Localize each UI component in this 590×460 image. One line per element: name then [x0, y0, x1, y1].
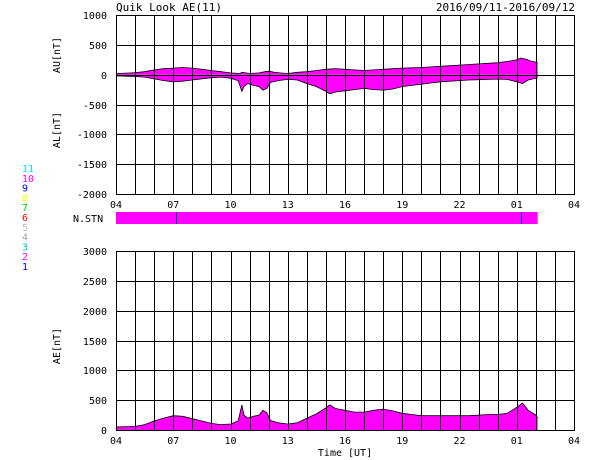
y-tick-label: -1500: [77, 160, 107, 171]
x-tick-label: 04: [568, 200, 580, 211]
station-count-bar: [116, 212, 538, 224]
au-series-line: [115, 57, 538, 74]
x-tick-label: 16: [339, 436, 351, 447]
ae-y-ticks: 3000 2500 2000 1500 1000 500 0: [83, 247, 107, 437]
x-tick-label: 10: [224, 436, 236, 447]
au-al-y-ticks: 1000 500 0 -500 -1000 -1500 -2000: [77, 11, 107, 201]
x-tick-label: 07: [167, 436, 179, 447]
station-legend-item: 7: [22, 203, 28, 214]
x-tick-label: 04: [110, 200, 122, 211]
y-tick-label: 500: [89, 41, 107, 52]
y-tick-label: 0: [101, 71, 107, 82]
station-legend-item: 10: [22, 174, 34, 185]
al-axis-label: AL[nT]: [52, 112, 63, 148]
time-axis-label: Time [UT]: [318, 448, 372, 459]
station-count-label: N.STN: [73, 214, 103, 225]
date-range: 2016/09/11-2016/09/12: [436, 1, 575, 14]
y-tick-label: 0: [101, 426, 107, 437]
ae-grid: [116, 251, 574, 430]
station-legend-item: 1: [22, 262, 28, 273]
au-al-grid: [116, 15, 574, 194]
ae-axis-label: AE[nT]: [52, 328, 63, 364]
ae-frame: [116, 251, 575, 431]
y-tick-label: 500: [89, 396, 107, 407]
au-al-x-ticks: 04 07 10 13 16 19 22 01 04: [110, 200, 580, 211]
y-tick-label: 3000: [83, 247, 107, 258]
au-axis-label: AU[nT]: [52, 37, 63, 73]
x-tick-label: 04: [568, 436, 580, 447]
y-tick-label: 1000: [83, 366, 107, 377]
y-tick-label: 1500: [83, 337, 107, 348]
al-series-line: [115, 75, 538, 95]
x-tick-label: 07: [167, 200, 179, 211]
x-tick-label: 10: [224, 200, 236, 211]
y-tick-label: 1000: [83, 11, 107, 22]
x-tick-label: 22: [453, 436, 465, 447]
station-legend-item: 4: [22, 233, 28, 244]
au-series-area: [116, 58, 538, 75]
x-tick-label: 04: [110, 436, 122, 447]
station-legend-item: 6: [22, 213, 28, 224]
x-tick-label: 01: [511, 436, 523, 447]
ae-series-line: [115, 402, 539, 428]
y-tick-label: -500: [83, 101, 107, 112]
x-tick-label: 19: [396, 436, 408, 447]
station-legend-item: 3: [22, 242, 28, 253]
y-tick-label: -1000: [77, 130, 107, 141]
station-count-panel: N.STN: [73, 212, 538, 225]
chart-title: Quik Look AE(11): [116, 1, 222, 14]
y-tick-label: 2000: [83, 307, 107, 318]
x-tick-label: 13: [282, 436, 294, 447]
station-legend-item: 11: [22, 164, 34, 175]
x-tick-label: 19: [396, 200, 408, 211]
station-legend-item: 2: [22, 252, 28, 263]
x-tick-label: 16: [339, 200, 351, 211]
au-al-frame: [116, 15, 575, 195]
ae-x-ticks: 04 07 10 13 16 19 22 01 04: [110, 436, 580, 447]
au-al-panel: 1000 500 0 -500 -1000 -1500 -2000 04 07 10 13 16 19…: [52, 11, 580, 211]
x-tick-label: 22: [453, 200, 465, 211]
station-legend-item: 8: [22, 193, 28, 204]
station-legend-item: 5: [22, 223, 28, 234]
x-tick-label: 01: [511, 200, 523, 211]
x-tick-label: 13: [282, 200, 294, 211]
y-tick-label: 2500: [83, 277, 107, 288]
station-legend-item: 9: [22, 184, 28, 195]
y-tick-label: -2000: [77, 190, 107, 201]
